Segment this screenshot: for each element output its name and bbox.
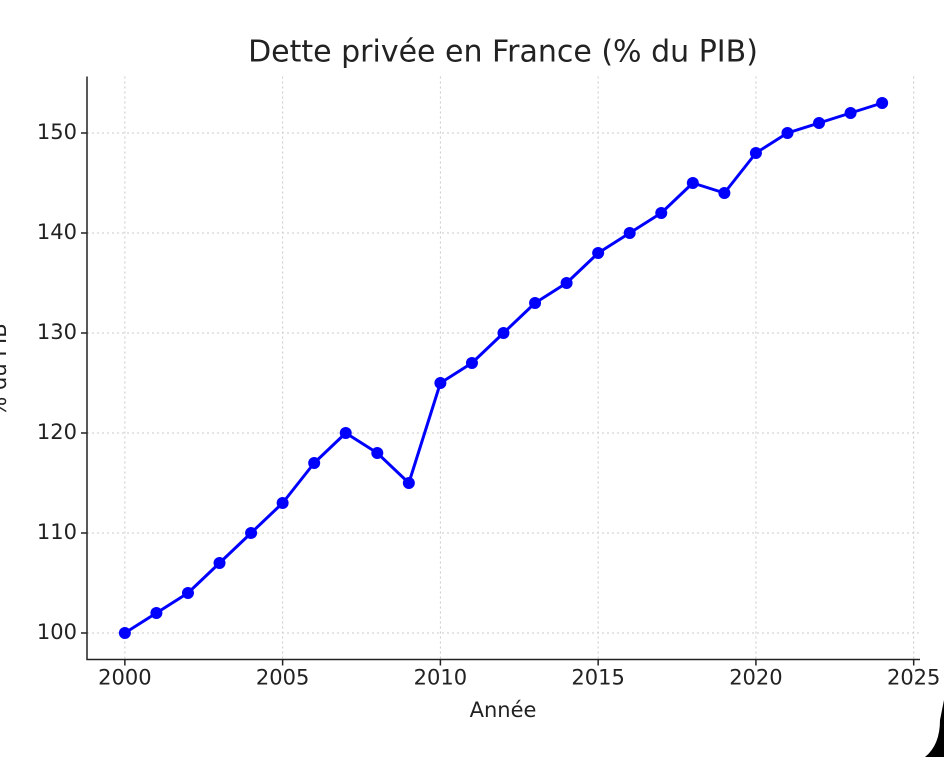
x-tick-label: 2015 (571, 666, 624, 690)
x-tick-label: 2025 (887, 666, 940, 690)
window-corner (925, 700, 944, 757)
data-point (844, 107, 857, 119)
y-tick-label: 140 (37, 220, 77, 244)
data-point (749, 147, 762, 159)
chart-title: Dette privée en France (% du PIB) (248, 35, 758, 70)
x-tick-label: 2005 (256, 666, 309, 690)
x-tick-label: 2010 (414, 666, 467, 690)
data-point (213, 557, 226, 569)
data-point (402, 477, 415, 489)
y-axis-label: % du PIB (0, 323, 11, 416)
y-tick-label: 110 (37, 520, 77, 544)
data-point (434, 377, 447, 389)
data-point (623, 227, 636, 239)
data-point (592, 247, 605, 259)
data-point (118, 627, 131, 639)
data-point (529, 297, 542, 309)
data-point (339, 427, 352, 439)
data-point (181, 587, 194, 599)
data-point (308, 457, 321, 469)
y-tick-label: 130 (37, 320, 77, 344)
data-point (718, 187, 731, 199)
data-point (245, 527, 258, 539)
axes-frame (86, 76, 920, 661)
data-point (781, 127, 794, 139)
data-line (124, 101, 883, 635)
y-tick-label: 120 (37, 420, 77, 444)
data-point (560, 277, 573, 289)
data-point (497, 327, 510, 339)
data-point (371, 447, 384, 459)
y-tick-label: 150 (37, 120, 77, 144)
data-point (150, 607, 163, 619)
data-point (686, 177, 699, 189)
data-point (813, 117, 826, 129)
data-point (465, 357, 478, 369)
x-axis-label: Année (470, 698, 537, 722)
data-point (655, 207, 668, 219)
x-tick-label: 2000 (98, 666, 151, 690)
data-point (876, 97, 889, 109)
data-point (276, 497, 289, 509)
y-tick-label: 100 (37, 620, 77, 644)
x-tick-label: 2020 (729, 666, 782, 690)
